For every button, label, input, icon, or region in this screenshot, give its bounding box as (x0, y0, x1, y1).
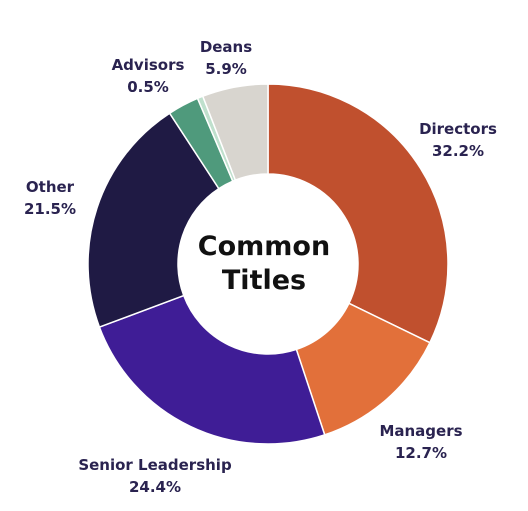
label-senior-leadership-percent: 24.4% (128, 478, 182, 496)
label-managers-percent: 12.7% (394, 444, 448, 462)
center-title-line-2: Titles (221, 265, 307, 296)
label-advisors-percent: 0.5% (127, 78, 169, 96)
label-advisors-name: Advisors (111, 56, 185, 74)
label-managers: Managers 12.7% (366, 420, 476, 464)
label-advisors: Advisors 0.5% (98, 54, 198, 98)
label-deans-percent: 5.9% (205, 60, 247, 78)
chart-center-title: Common Titles (164, 230, 364, 298)
label-other: Other 21.5% (10, 176, 90, 220)
center-title-line-1: Common (197, 231, 331, 262)
label-other-percent: 21.5% (23, 200, 77, 218)
label-deans-name: Deans (199, 38, 253, 56)
label-deans: Deans 5.9% (186, 36, 266, 80)
donut-hole (178, 174, 358, 354)
label-directors: Directors 32.2% (408, 118, 508, 162)
label-senior-leadership: Senior Leadership 24.4% (60, 454, 250, 498)
label-managers-name: Managers (379, 422, 463, 440)
label-senior-leadership-name: Senior Leadership (78, 456, 232, 474)
label-directors-percent: 32.2% (431, 142, 485, 160)
label-other-name: Other (25, 178, 75, 196)
label-directors-name: Directors (419, 120, 497, 138)
